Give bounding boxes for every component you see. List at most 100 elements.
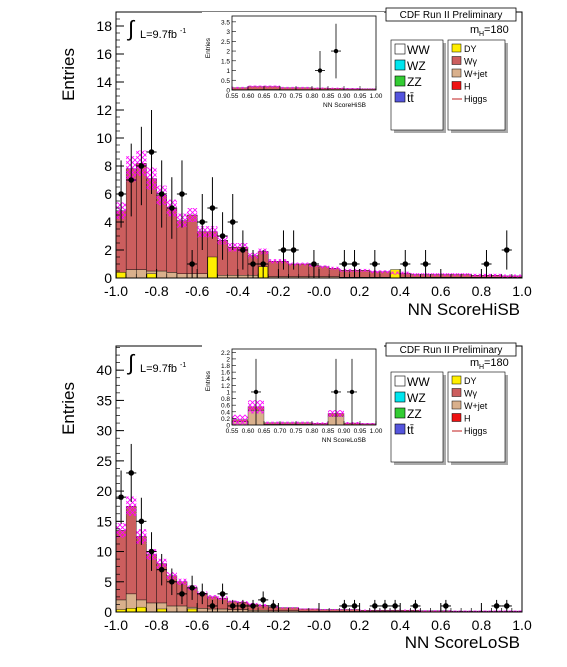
inset-band [232,414,248,425]
data-point [199,219,206,225]
legend-label-wgamma: Wγ [464,389,477,399]
band-uncertainty [390,271,401,275]
bar-wjet [166,605,178,613]
x-axis-label: NN ScoreLoSB [405,633,520,652]
data-point [402,261,409,267]
data-point [219,233,226,239]
lumi-superscript: -1 [180,362,186,369]
data-point [138,163,145,169]
legend-label-h: H [464,82,471,92]
inset-band [264,85,280,88]
data-point [199,591,206,597]
y-tick-label: 2 [104,242,112,258]
band-uncertainty [126,496,137,516]
band-uncertainty [278,607,289,609]
mass-subscript: H [479,364,484,371]
data-point [270,603,277,609]
x-tick-label: -0.2 [266,617,290,633]
lumi-label: L=9.7fb [140,29,177,41]
band-uncertainty [430,273,441,276]
inset-y-axis-label: Entries [205,370,212,391]
data-point [503,603,510,609]
data-point [148,149,155,155]
x-tick-label: 0.2 [350,617,370,633]
inset-x-tick-label: 0.95 [354,428,367,435]
data-point [209,603,216,609]
inset-x-axis-label: NN ScoreHiSB [323,102,366,109]
data-point [229,219,236,225]
mass-label: m [470,357,479,369]
data-point [250,261,256,267]
inset-frame [231,15,377,91]
inset-band [280,421,296,424]
data-point [382,603,388,609]
inset-plot: 0 0.5 1 1.5 2 2.5 3 3.5 0.55 0.60 0.65 0.70 0.75 0.80… [202,12,384,112]
legend-label-tt: tt̄ [407,423,414,437]
data-point [412,603,419,609]
data-point [260,597,266,603]
band-uncertainty [298,262,309,266]
mass-value: =180 [484,357,509,369]
x-tick-label: -0.0 [307,283,331,299]
band-uncertainty [308,608,319,610]
y-tick-label: 30 [96,423,112,439]
inset-y-tick-label: 2.2 [221,350,230,357]
inset-y-tick-label: 0 [226,423,230,430]
data-point [372,261,378,267]
inset-x-tick-label: 0.70 [274,428,287,435]
band-uncertainty [379,270,391,274]
legend-label-higgs: Higgs [464,426,488,436]
legend-swatch-zz [394,407,406,419]
band-uncertainty [511,274,522,278]
legend-swatch-wgamma [451,56,462,65]
bar-wjet [125,269,137,279]
inset-x-tick-label: 0.95 [354,93,367,100]
legend-swatch-ww [394,43,406,55]
y-tick-label: 0 [104,604,112,620]
y-tick-label: 15 [96,513,112,529]
x-tick-label: 1.0 [512,617,532,633]
data-point [392,603,398,609]
inset-x-tick-label: 0.60 [242,428,255,435]
legend-swatch-wz [394,59,406,71]
x-tick-label: -0.6 [185,617,209,633]
inset-band [360,88,376,90]
data-point [493,603,500,609]
legend-swatch-dy [451,375,462,385]
x-tick-label: 0.4 [390,283,410,299]
data-point [341,603,348,609]
inset-y-tick-label: 0.5 [221,78,230,85]
histogram-stack [115,496,523,613]
data-point [351,261,358,267]
legend-label-tt: tt̄ [407,91,414,105]
inset-band [360,423,376,425]
band-uncertainty [329,266,340,270]
legend-swatch-h [451,413,462,422]
inset-y-tick-label: 0.6 [221,403,230,410]
band-uncertainty [491,273,502,277]
inset-y-tick-label: 2.5 [221,39,230,46]
bar-wjet [196,608,208,613]
inset-band [344,88,360,90]
legend-label-wjet: W+jet [464,401,488,411]
bar-wgamma [268,261,279,277]
bar-wjet [156,270,167,279]
band-uncertainty [268,259,279,264]
band-uncertainty [319,608,330,611]
y-tick-label: 40 [96,362,112,378]
bar-wjet [166,272,178,279]
band-uncertainty [430,610,441,612]
inset-y-tick-label: 3.5 [221,19,230,26]
data-point [422,261,429,267]
inset-y-tick-label: 0.4 [221,409,230,416]
inset-data-point [333,389,339,395]
data-point [158,191,165,197]
data-point [311,261,317,267]
y-tick-label: 14 [96,74,112,90]
legend-label-zz: ZZ [407,75,422,89]
x-tick-label: 0.6 [431,283,451,299]
data-point [219,591,226,597]
y-tick-label: 8 [104,158,112,174]
y-tick-label: 5 [104,574,112,590]
